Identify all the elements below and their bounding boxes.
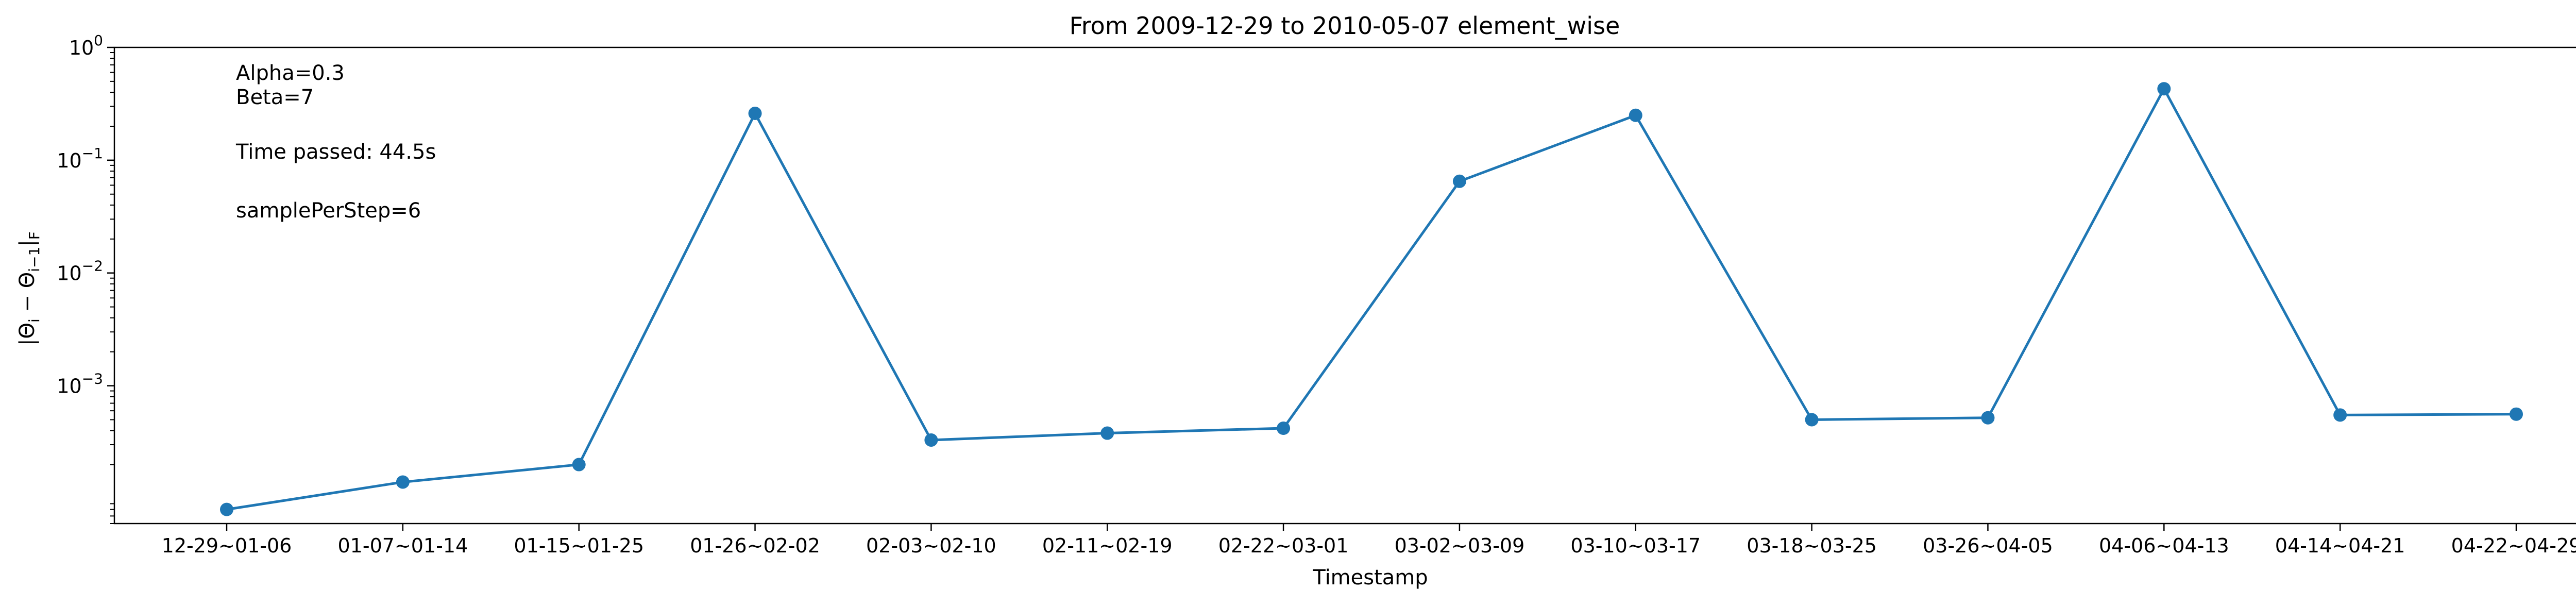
data-point-11 — [2157, 82, 2171, 96]
annotation-sample-per-step: samplePerStep=6 — [236, 199, 421, 223]
y-tick-label-1: 10−2 — [57, 258, 103, 285]
x-tick-label-2: 01-15~01-25 — [514, 534, 644, 557]
x-tick-label-6: 02-22~03-01 — [1218, 534, 1349, 557]
x-tick-label-8: 03-10~03-17 — [1570, 534, 1701, 557]
chart-title: From 2009-12-29 to 2010-05-07 element_wi… — [1070, 12, 1620, 40]
data-point-0 — [220, 502, 233, 516]
data-point-6 — [1277, 422, 1291, 435]
x-axis-label: Timestamp — [1312, 566, 1428, 590]
annotations: Alpha=0.3 Beta=7 Time passed: 44.5s samp… — [235, 61, 436, 223]
annotation-alpha: Alpha=0.3 — [236, 61, 345, 85]
data-point-3 — [748, 107, 762, 121]
x-tick-label-1: 01-07~01-14 — [338, 534, 468, 557]
annotation-time-passed: Time passed: 44.5s — [235, 140, 436, 164]
y-tick-label-2: 10−1 — [57, 145, 103, 172]
data-point-13 — [2510, 407, 2523, 421]
data-point-2 — [572, 458, 586, 472]
x-tick-label-12: 04-14~04-21 — [2275, 534, 2405, 557]
axes-frame — [113, 46, 2576, 525]
y-tick-label-0: 10−3 — [57, 371, 103, 398]
data-point-7 — [1452, 174, 1466, 188]
data-point-9 — [1805, 413, 1819, 427]
x-tick-label-5: 02-11~02-19 — [1042, 534, 1173, 557]
y-tick-label-3: 100 — [69, 32, 103, 59]
x-tick-label-4: 02-03~02-10 — [866, 534, 996, 557]
data-point-1 — [396, 475, 410, 489]
data-point-5 — [1100, 426, 1114, 440]
annotation-beta: Beta=7 — [236, 86, 314, 109]
x-tick-label-11: 04-06~04-13 — [2099, 534, 2229, 557]
x-tick-label-0: 12-29~01-06 — [162, 534, 292, 557]
data-point-4 — [924, 433, 938, 447]
x-tick-label-3: 01-26~02-02 — [690, 534, 820, 557]
series-line-0 — [226, 87, 2517, 511]
x-tick-label-13: 04-22~04-29 — [2451, 534, 2576, 557]
x-tick-label-10: 03-26~04-05 — [1923, 534, 2053, 557]
data-point-12 — [2333, 408, 2347, 422]
data-point-8 — [1629, 108, 1642, 122]
x-tick-label-9: 03-18~03-25 — [1747, 534, 1877, 557]
x-tick-label-7: 03-02~03-09 — [1395, 534, 1525, 557]
plot-area: 10−3 10−2 10−1 100 12-29~01-06 01-07~01-14 01-… — [57, 32, 2576, 557]
data-point-10 — [1981, 411, 1995, 425]
y-axis-label: |Θi − Θi−1|F — [15, 231, 43, 346]
